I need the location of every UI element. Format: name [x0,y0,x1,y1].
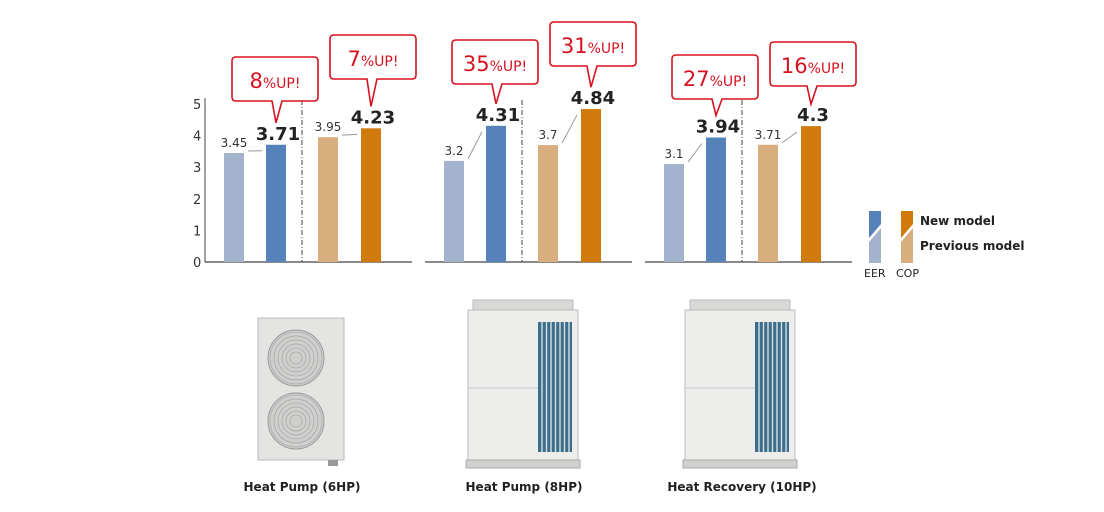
legend-eer-previous-swatch [869,228,881,263]
callout-text: 35%UP! [463,52,527,76]
fan-ring [269,394,323,448]
data-label-new: 4.23 [351,107,395,128]
data-label-previous: 3.45 [221,136,248,150]
gain-number: 8 [250,69,263,93]
bar-cop-previous [318,137,338,262]
unit-base [465,459,581,469]
fan-ring [281,343,311,373]
y-tick-label: 5 [193,98,201,113]
legend-cop-new-swatch [901,211,913,238]
gain-number: 35 [463,52,490,76]
connector-line [467,131,483,160]
bar-eer-new [486,125,506,262]
gain-suffix: %UP! [490,59,528,75]
y-tick-label: 0 [193,256,201,271]
fan-ring [285,410,307,432]
gain-number: 7 [348,47,361,71]
fan-ring [289,414,303,428]
connector-line [687,143,703,163]
heat-recovery-10hp-image [682,299,798,469]
bar-cop-previous [538,145,558,262]
fan-guard [689,299,791,311]
legend-eer-label: EER [864,267,886,280]
y-tick-label: 1 [193,224,201,239]
heat-pump-8hp-image [465,299,581,469]
product-label-2: Heat Pump (8HP) [465,480,583,494]
data-label-previous: 3.7 [538,128,557,142]
callout-bubble [231,56,319,123]
callout-text: 27%UP! [683,67,747,91]
bar-cop-new [801,126,821,263]
callout-bubble [769,41,857,108]
data-label-previous: 3.2 [444,144,463,158]
unit-base [682,459,798,469]
product-label-1: Heat Pump (6HP) [243,480,361,494]
callout-bubble [451,39,539,105]
fan-ring [289,351,303,365]
bar-eer-previous [664,164,684,262]
bar-cop-new [581,109,601,262]
callout-text: 7%UP! [348,47,399,71]
fan-ring [273,335,319,381]
fan-ring [269,331,323,385]
gain-number: 27 [683,67,710,91]
unit-foot [328,460,338,466]
gain-number: 16 [781,54,808,78]
callout-bubble [549,21,637,88]
fan-ring [281,406,311,436]
callout-bubble [329,34,417,107]
legend-new-label: New model [920,214,995,228]
gain-suffix: %UP! [710,74,748,90]
bar-cop-previous [758,144,778,262]
callout-bubble [671,54,759,119]
product-label-3: Heat Recovery (10HP) [667,480,817,494]
connector-line [781,131,798,144]
fan-ring [277,339,315,377]
legend-previous-label: Previous model [920,239,1024,253]
data-label-new: 4.3 [797,105,829,126]
gain-suffix: %UP! [588,41,626,57]
data-label-new: 4.31 [476,105,520,126]
bar-cop-new [361,128,381,262]
callout-text: 16%UP! [781,54,845,78]
fan-ring [273,398,319,444]
bar-eer-previous [444,160,464,262]
data-label-previous: 3.95 [315,120,342,134]
callout-text: 31%UP! [561,34,625,58]
bar-eer-previous [224,152,244,262]
data-label-new: 3.71 [256,124,300,145]
y-tick-label: 4 [193,130,201,145]
connector-line [561,114,578,144]
heat-pump-6hp-image [257,317,345,466]
fan-grille [267,329,325,387]
data-label-new: 3.94 [696,116,740,137]
fan-guard [472,299,574,311]
legend-cop-label: COP [896,267,919,280]
data-label-previous: 3.1 [664,147,683,161]
fan-ring [277,402,315,440]
gain-number: 31 [561,34,588,58]
fan-grille [267,392,325,450]
bar-eer-new [706,137,726,262]
fan-ring [285,347,307,369]
gain-suffix: %UP! [263,76,301,92]
legend-eer-new-swatch [869,211,881,238]
connector-line [341,133,358,136]
gain-suffix: %UP! [361,54,399,70]
y-tick-label: 2 [193,193,201,208]
y-tick-label: 3 [193,161,201,176]
gain-suffix: %UP! [808,61,846,77]
bar-eer-new [266,144,286,262]
legend-cop-previous-swatch [901,228,913,263]
data-label-previous: 3.71 [755,128,782,142]
callout-text: 8%UP! [250,69,301,93]
data-label-new: 4.84 [571,88,615,109]
